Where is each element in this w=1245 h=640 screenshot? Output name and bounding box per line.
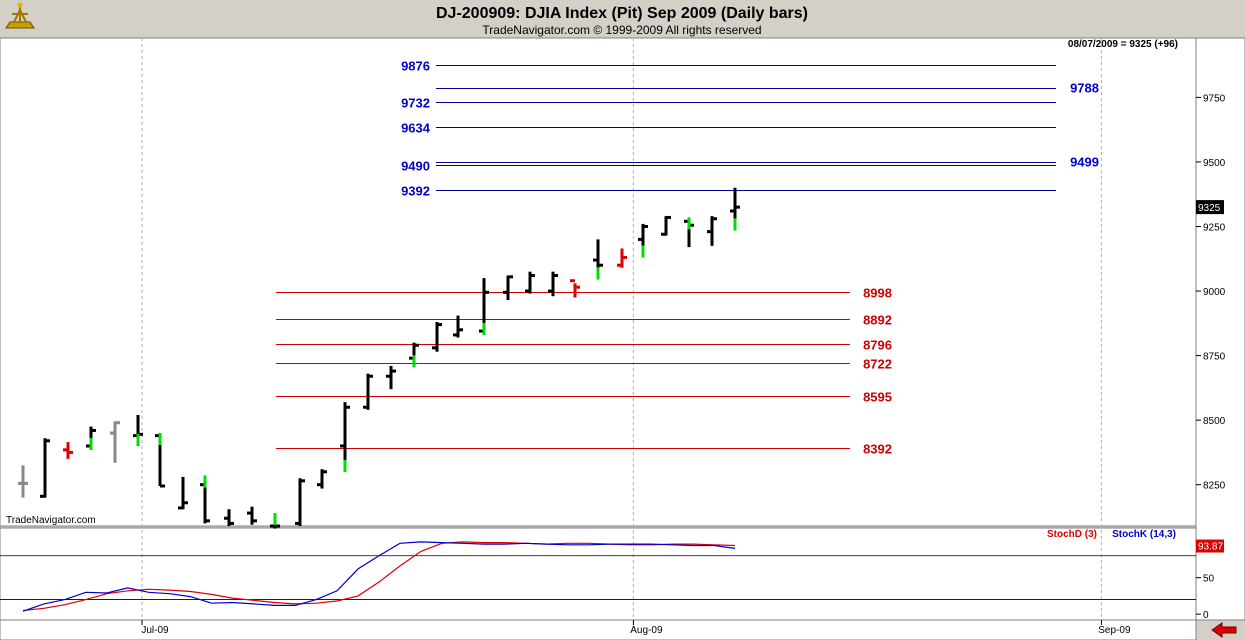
- indicator-panel: [0, 527, 1197, 621]
- price-bar: [86, 426, 96, 450]
- stochd-legend: StochD (3): [1047, 529, 1097, 540]
- price-bar: [340, 402, 350, 472]
- resistance-label: 9392: [401, 184, 430, 199]
- price-bar: [40, 438, 50, 498]
- chart-copyright: TradeNavigator.com © 1999-2009 All right…: [482, 23, 761, 37]
- y-tick-label: 9000: [1203, 287, 1226, 298]
- x-axis-panel: [0, 619, 1197, 640]
- y-tick-label: 8750: [1203, 352, 1226, 363]
- price-levels: 9876 9788 9732 9634 9499 9490 9392 8998 8892 8796…: [276, 59, 1099, 457]
- resistance-label: 9634: [401, 121, 431, 136]
- resistance-label: 9788: [1070, 81, 1099, 96]
- price-bar: [684, 217, 694, 248]
- scroll-right-arrow-icon[interactable]: [1200, 621, 1244, 639]
- price-bar: [63, 442, 73, 459]
- price-bar: [386, 365, 396, 390]
- price-bar: [593, 239, 603, 280]
- stochk-legend: StochK (14,3): [1112, 529, 1176, 540]
- support-label: 8796: [863, 338, 892, 353]
- price-bar: [247, 506, 257, 525]
- price-bar: [661, 215, 671, 236]
- support-label: 8998: [863, 286, 892, 301]
- price-bar: [570, 279, 580, 298]
- resistance-label: 9876: [401, 59, 430, 74]
- price-bar: [453, 315, 463, 338]
- y-tick-label: 8500: [1203, 416, 1226, 427]
- price-bar: [317, 469, 327, 489]
- price-bar: [133, 414, 143, 446]
- price-bar: [409, 342, 419, 368]
- price-bar: [617, 248, 627, 268]
- stochk-line: [22, 541, 736, 612]
- y-tick-label: 9500: [1203, 158, 1226, 169]
- support-label: 8892: [863, 313, 892, 328]
- stochastic-indicator: 0 50 93.87: [0, 539, 1224, 621]
- price-bar: [110, 421, 120, 463]
- stoch-last-label: 93.87: [1198, 542, 1223, 553]
- last-price-box: [1196, 200, 1224, 215]
- price-bar: [479, 278, 489, 335]
- watermark: TradeNavigator.com: [6, 515, 96, 526]
- y-axis-panel: [1195, 37, 1245, 621]
- last-price-label: 9325: [1198, 203, 1221, 214]
- resistance-label: 9499: [1070, 155, 1099, 170]
- support-label: 8722: [863, 357, 892, 372]
- price-bar: [548, 271, 558, 297]
- grid: [141, 38, 1102, 620]
- price-bar: [178, 476, 188, 510]
- price-bar: [224, 509, 234, 526]
- price-bar: [730, 187, 740, 231]
- y-tick-label: 9250: [1203, 222, 1226, 233]
- price-bar: [18, 465, 28, 498]
- x-axis: Jul-09 Aug-09 Sep-09: [141, 620, 1131, 636]
- y-tick-label: 8250: [1203, 481, 1226, 492]
- support-label: 8392: [863, 442, 892, 457]
- x-tick-label: Jul-09: [141, 625, 169, 636]
- stoch-last-box: [1196, 539, 1224, 553]
- price-bars: [18, 187, 740, 529]
- price-bar: [525, 271, 535, 294]
- last-bar-info: 08/07/2009 = 9325 (+96): [1068, 39, 1178, 50]
- x-tick-label: Aug-09: [630, 625, 663, 636]
- tradenavigator-logo-icon: [5, 2, 35, 29]
- price-bar: [295, 478, 305, 526]
- price-panel: [0, 37, 1197, 527]
- price-bar: [503, 275, 513, 301]
- price-bar: [270, 513, 280, 529]
- price-bar: [200, 475, 210, 524]
- price-bar: [707, 216, 717, 246]
- stoch-y-tick-label: 50: [1203, 574, 1215, 585]
- support-label: 8595: [863, 390, 892, 405]
- x-tick-label: Sep-09: [1098, 625, 1131, 636]
- y-axis: 8250 8500 8750 9000 9250 9500 9750 9325: [1196, 93, 1226, 492]
- chart-title: DJ-200909: DJIA Index (Pit) Sep 2009 (Da…: [436, 5, 808, 22]
- price-bar: [638, 223, 648, 258]
- resistance-label: 9490: [401, 159, 430, 174]
- price-bar: [363, 373, 373, 410]
- price-bar: [155, 433, 165, 488]
- stoch-y-tick-label: 0: [1203, 610, 1209, 621]
- resistance-label: 9732: [401, 96, 430, 111]
- price-bar: [432, 322, 442, 352]
- y-tick-label: 9750: [1203, 93, 1226, 104]
